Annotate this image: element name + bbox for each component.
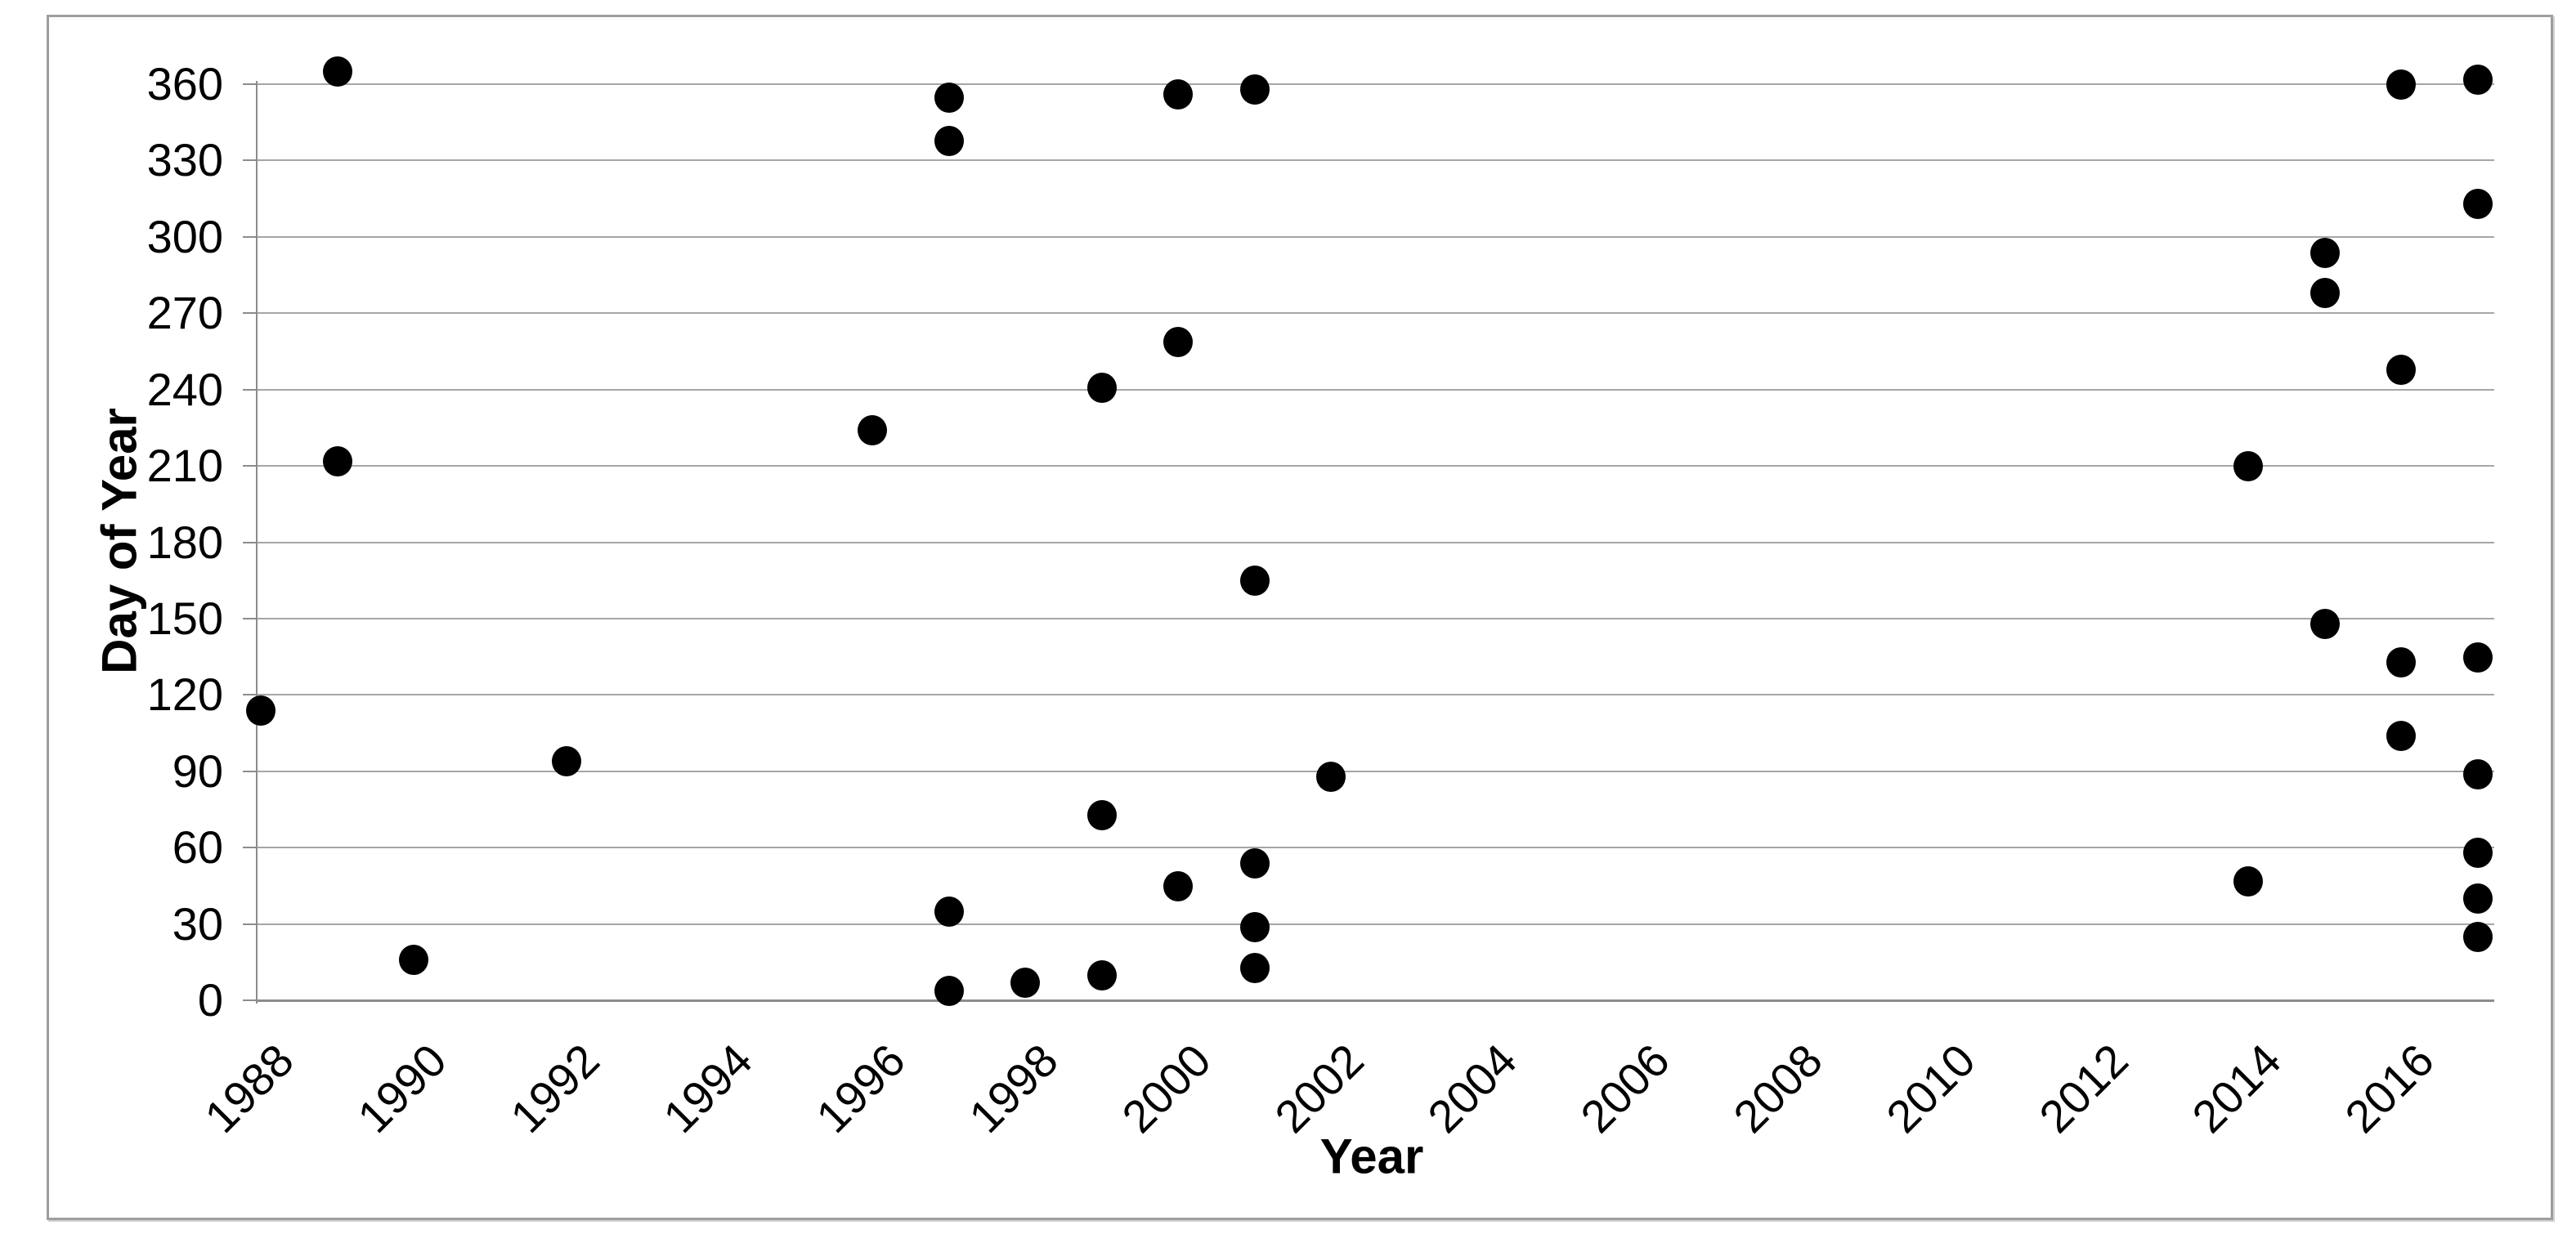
x-tick-label: 1996: [806, 1034, 915, 1142]
y-tick-mark: [243, 999, 257, 1001]
y-tick-mark: [243, 388, 257, 391]
data-point: [2309, 278, 2340, 309]
y-tick-mark: [243, 770, 257, 772]
data-point: [2462, 883, 2493, 914]
data-point: [2309, 237, 2340, 268]
y-tick-label: 270: [146, 287, 223, 339]
x-tick-label: 2002: [1265, 1034, 1373, 1142]
x-tick-label: 2000: [1112, 1034, 1221, 1142]
data-point: [1010, 968, 1040, 999]
data-point: [934, 125, 964, 156]
h-gridline: [257, 694, 2494, 696]
y-tick-label: 120: [146, 668, 223, 721]
h-gridline: [257, 235, 2494, 238]
data-point: [2462, 642, 2493, 673]
h-gridline: [257, 617, 2494, 619]
y-tick-mark: [243, 923, 257, 925]
y-tick-mark: [243, 541, 257, 543]
y-tick-mark: [243, 235, 257, 238]
data-point: [322, 445, 352, 476]
x-tick-label: 1992: [500, 1034, 609, 1142]
data-point: [2233, 451, 2263, 482]
h-gridline: [257, 388, 2494, 391]
data-point: [2462, 64, 2493, 95]
x-tick-label: 1998: [959, 1034, 1068, 1142]
y-tick-mark: [243, 617, 257, 619]
h-gridline: [257, 770, 2494, 772]
data-point: [1239, 566, 1270, 597]
y-tick-label: 180: [146, 516, 223, 568]
y-tick-label: 330: [146, 134, 223, 186]
y-tick-mark: [243, 847, 257, 849]
x-tick-label: 1990: [347, 1034, 456, 1142]
h-gridline: [257, 541, 2494, 543]
data-point: [1086, 799, 1117, 830]
y-tick-mark: [243, 694, 257, 696]
y-tick-label: 240: [146, 363, 223, 415]
h-gridline: [257, 465, 2494, 467]
data-point: [552, 746, 581, 777]
data-point: [1239, 911, 1270, 942]
data-point: [2462, 758, 2493, 789]
y-tick-mark: [243, 465, 257, 467]
y-tick-mark: [243, 159, 257, 162]
h-gridline: [257, 923, 2494, 925]
data-point: [2462, 922, 2493, 953]
y-tick-label: 360: [146, 58, 223, 110]
data-point: [2462, 838, 2493, 869]
data-point: [934, 975, 964, 1006]
y-tick-label: 150: [146, 592, 223, 644]
data-point: [246, 695, 276, 727]
data-point: [1316, 761, 1346, 792]
y-tick-label: 90: [172, 744, 223, 797]
y-tick-mark: [243, 312, 257, 315]
y-tick-label: 60: [172, 821, 223, 874]
h-gridline: [257, 847, 2494, 849]
data-point: [322, 56, 352, 87]
data-point: [2386, 69, 2416, 100]
data-point: [1239, 952, 1270, 983]
data-point: [1239, 847, 1270, 879]
y-axis-title: Day of Year: [92, 408, 147, 674]
x-tick-label: 2016: [2335, 1034, 2444, 1142]
y-tick-label: 210: [146, 440, 223, 492]
y-axis-line: [256, 81, 258, 1004]
x-tick-label: 2006: [1570, 1034, 1679, 1142]
data-point: [2233, 865, 2263, 897]
x-tick-label: 2008: [1723, 1034, 1832, 1142]
chart-frame: 0 30 60 90 120 150 180 210 240 270 300 330 360 1988 19…: [47, 15, 2553, 1220]
y-tick-label: 0: [197, 974, 223, 1026]
data-point: [1239, 74, 1270, 105]
data-point: [1086, 372, 1117, 403]
data-point: [399, 945, 428, 976]
data-point: [2386, 646, 2416, 677]
x-axis-title: Year: [1319, 1129, 1424, 1184]
y-tick-label: 300: [146, 210, 223, 262]
x-tick-label: 1988: [195, 1034, 303, 1142]
data-point: [1163, 79, 1193, 110]
data-point: [1163, 870, 1193, 901]
h-gridline: [257, 159, 2494, 162]
x-tick-label: 1994: [653, 1034, 762, 1142]
data-point: [1163, 326, 1193, 357]
data-point: [1086, 959, 1117, 990]
x-axis-line: [257, 999, 2494, 1002]
data-point: [2386, 354, 2416, 385]
data-point: [934, 82, 964, 113]
x-tick-label: 2012: [2029, 1034, 2138, 1142]
data-point: [934, 897, 964, 927]
h-gridline: [257, 312, 2494, 315]
x-tick-label: 2004: [1418, 1034, 1526, 1142]
y-tick-mark: [243, 83, 257, 85]
x-tick-label: 2014: [2182, 1034, 2291, 1142]
data-point: [2462, 189, 2493, 220]
y-tick-label: 30: [172, 897, 223, 950]
data-point: [858, 415, 887, 446]
data-point: [2386, 721, 2416, 752]
data-point: [2309, 609, 2340, 640]
x-tick-label: 2010: [1876, 1034, 1985, 1142]
h-gridline: [257, 83, 2494, 85]
